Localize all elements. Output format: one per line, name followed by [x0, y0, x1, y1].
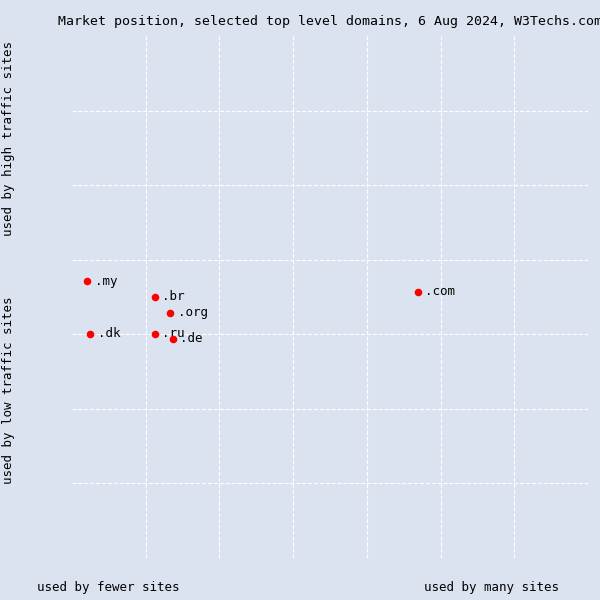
- Text: .dk: .dk: [98, 327, 120, 340]
- Text: .de: .de: [181, 332, 203, 345]
- Point: [83, 277, 92, 286]
- Text: .ru: .ru: [162, 327, 185, 340]
- Text: used by high traffic sites: used by high traffic sites: [2, 40, 16, 235]
- Point: [150, 329, 160, 338]
- Text: used by fewer sites: used by fewer sites: [37, 581, 179, 594]
- Text: .my: .my: [95, 275, 118, 288]
- Point: [168, 334, 178, 344]
- Point: [413, 287, 422, 296]
- Text: used by many sites: used by many sites: [424, 581, 560, 594]
- Point: [85, 329, 95, 338]
- Text: .org: .org: [178, 306, 208, 319]
- Text: used by low traffic sites: used by low traffic sites: [2, 296, 16, 484]
- Point: [165, 308, 175, 317]
- Text: Market position, selected top level domains, 6 Aug 2024, W3Techs.com: Market position, selected top level doma…: [58, 15, 600, 28]
- Point: [150, 292, 160, 302]
- Text: .com: .com: [425, 285, 455, 298]
- Text: .br: .br: [162, 290, 185, 304]
